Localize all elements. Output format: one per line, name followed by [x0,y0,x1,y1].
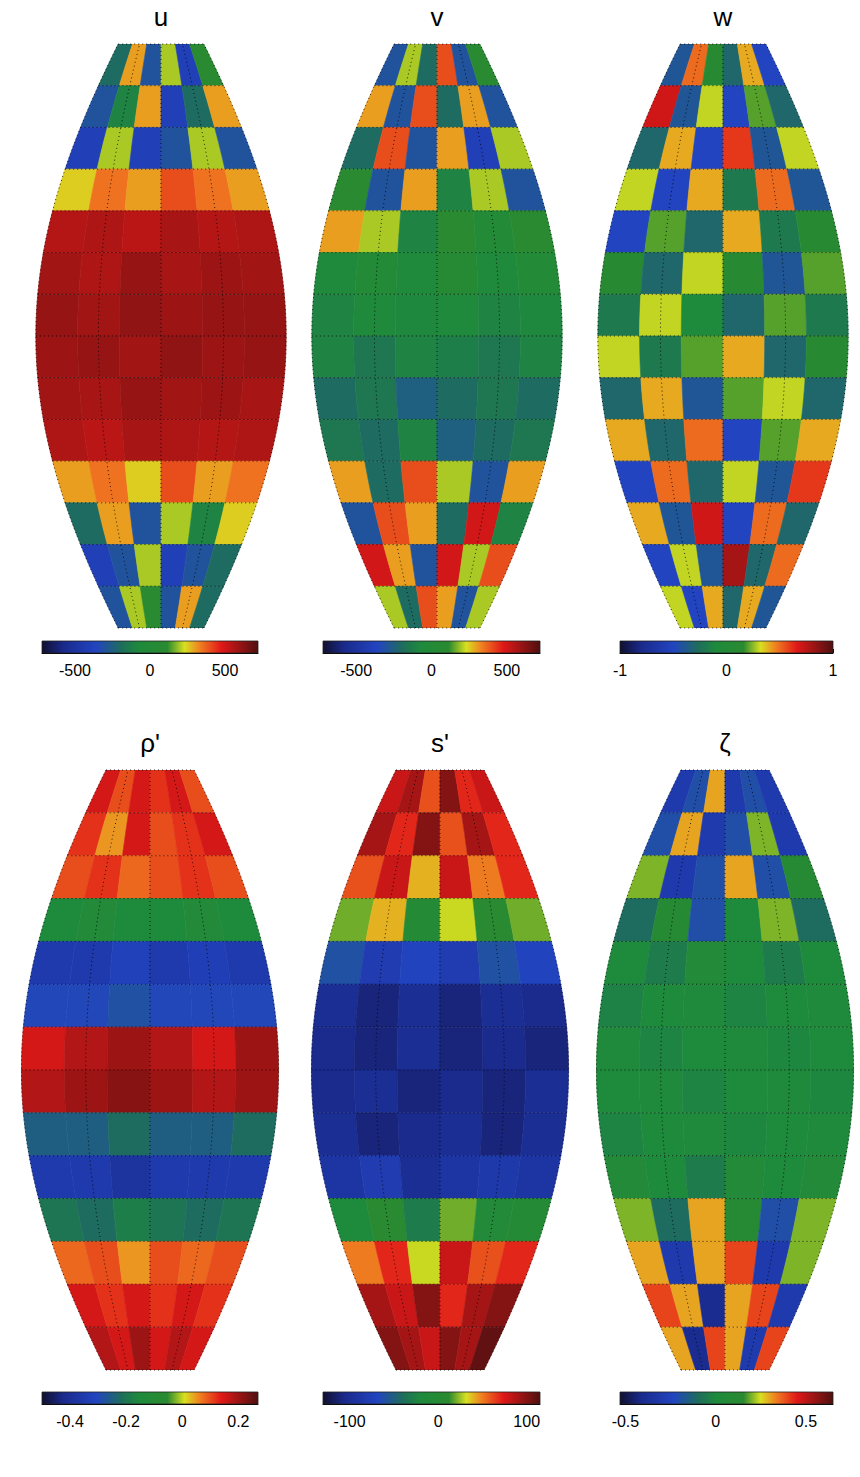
svg-text:-0.2: -0.2 [112,1413,140,1430]
svg-text:ζ: ζ [719,728,730,758]
svg-text:0: 0 [427,662,436,679]
svg-text:-0.5: -0.5 [612,1413,640,1430]
svg-text:500: 500 [212,662,239,679]
svg-text:0: 0 [434,1413,443,1430]
svg-text:0: 0 [722,662,731,679]
svg-text:0: 0 [178,1413,187,1430]
svg-text:-100: -100 [334,1413,366,1430]
svg-text:-500: -500 [59,662,91,679]
svg-text:0: 0 [146,662,155,679]
svg-text:0.2: 0.2 [227,1413,249,1430]
svg-text:s': s' [431,728,449,758]
svg-text:0: 0 [711,1413,720,1430]
svg-text:0.5: 0.5 [795,1413,817,1430]
svg-text:-500: -500 [340,662,372,679]
svg-text:u: u [154,2,168,32]
svg-text:ρ': ρ' [140,728,160,758]
svg-text:1: 1 [829,662,838,679]
svg-text:-1: -1 [613,662,627,679]
svg-text:-0.4: -0.4 [56,1413,84,1430]
svg-text:w: w [713,2,733,32]
svg-text:500: 500 [493,662,520,679]
svg-text:100: 100 [513,1413,540,1430]
svg-text:v: v [431,2,444,32]
